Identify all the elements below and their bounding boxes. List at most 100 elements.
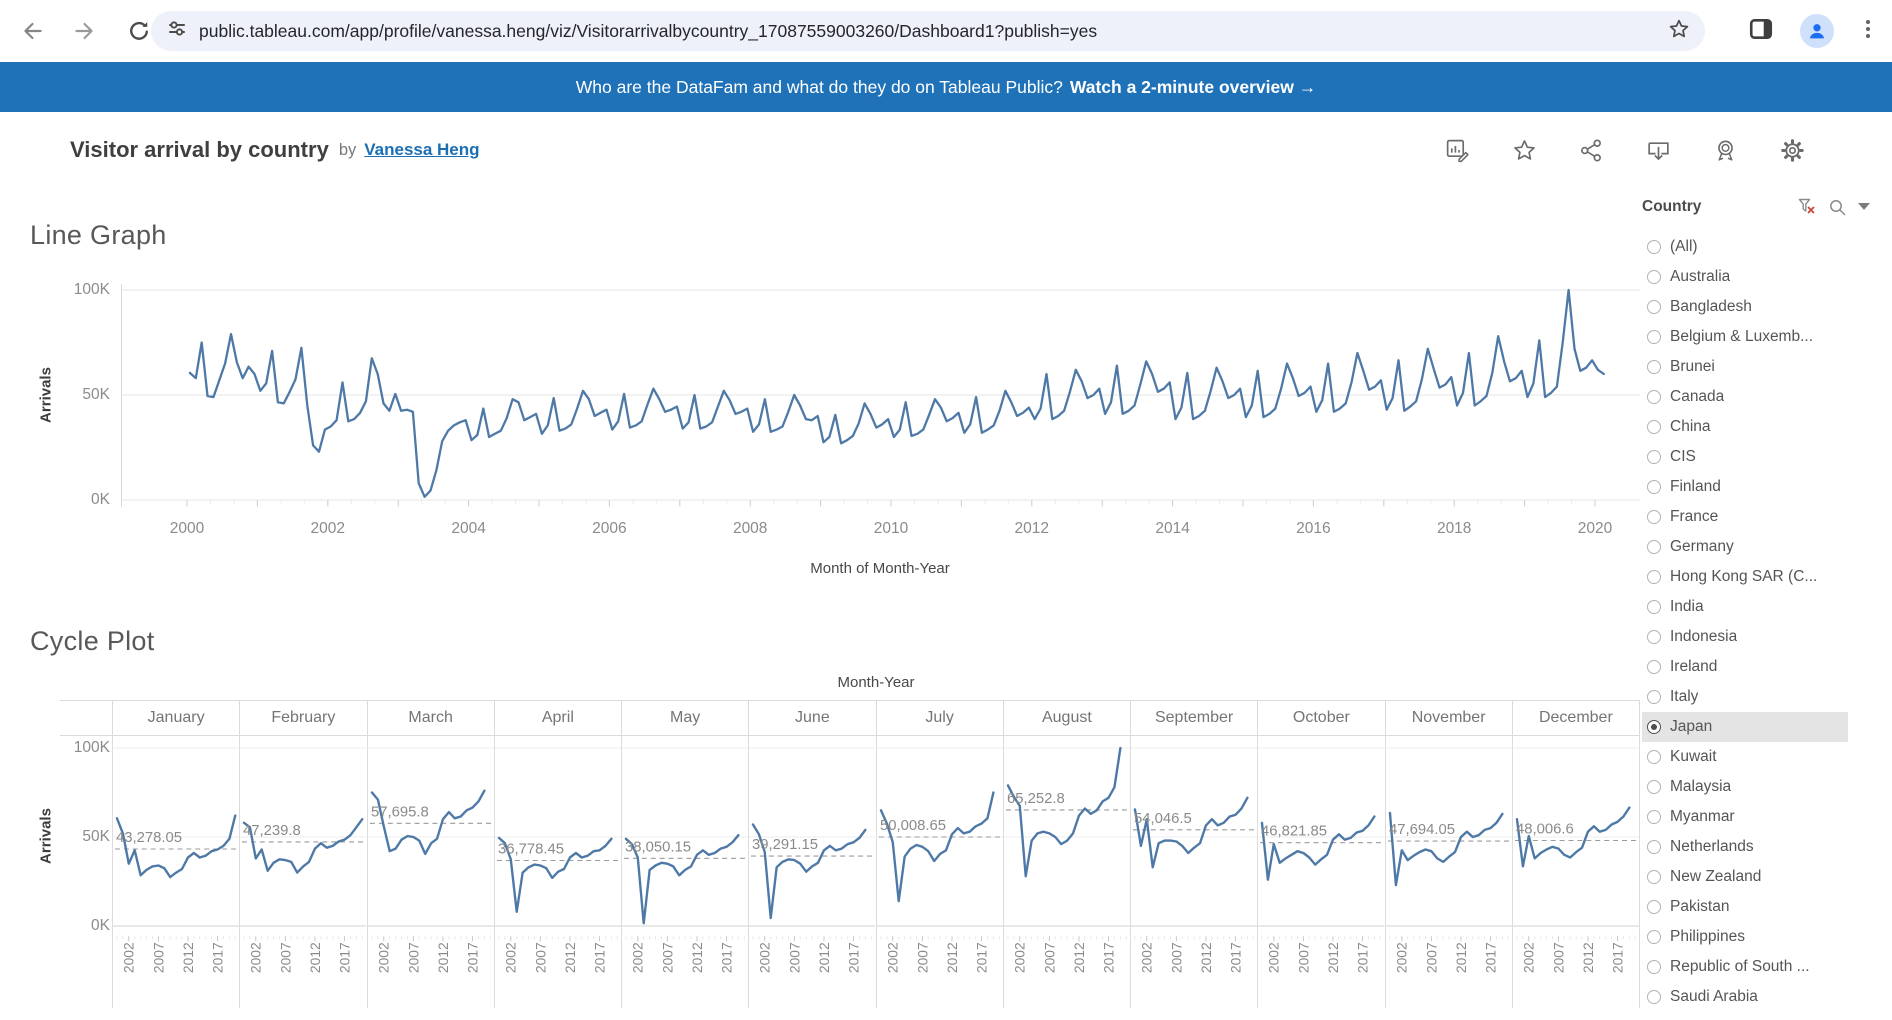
refresh-button[interactable] bbox=[124, 16, 154, 46]
site-settings-icon[interactable] bbox=[167, 19, 187, 44]
radio-button-icon[interactable] bbox=[1647, 270, 1661, 284]
svg-text:2017: 2017 bbox=[973, 942, 989, 973]
radio-button-icon[interactable] bbox=[1647, 510, 1661, 524]
cycle-plot-panel-february[interactable]: 47,239.8 bbox=[239, 736, 367, 936]
cycle-plot-panel-march[interactable]: 57,695.8 bbox=[366, 736, 494, 936]
radio-button-icon[interactable] bbox=[1647, 330, 1661, 344]
radio-button-icon[interactable] bbox=[1647, 990, 1661, 1004]
favorite-star-icon[interactable] bbox=[1511, 137, 1538, 164]
filter-menu-caret-icon[interactable] bbox=[1858, 203, 1870, 211]
bookmark-star-icon[interactable] bbox=[1667, 17, 1691, 46]
filter-option-philippines[interactable]: Philippines bbox=[1642, 922, 1848, 952]
back-button[interactable] bbox=[18, 16, 48, 46]
cycle-plot-month-header: January February March April May June July Augu… bbox=[60, 700, 1640, 736]
radio-button-icon[interactable] bbox=[1647, 570, 1661, 584]
cycle-plot-panel-june[interactable]: 39,291.15 bbox=[748, 736, 876, 936]
filter-option-saudi-arabia[interactable]: Saudi Arabia bbox=[1642, 982, 1848, 1012]
radio-button-icon[interactable] bbox=[1647, 540, 1661, 554]
radio-button-icon[interactable] bbox=[1647, 810, 1661, 824]
cycle-plot-panel-november[interactable]: 47,694.05 bbox=[1384, 736, 1512, 936]
svg-text:38,050.15: 38,050.15 bbox=[625, 838, 691, 855]
radio-button-icon[interactable] bbox=[1647, 240, 1661, 254]
filter-option-indonesia[interactable]: Indonesia bbox=[1642, 622, 1848, 652]
radio-button-icon[interactable] bbox=[1647, 420, 1661, 434]
filter-option-malaysia[interactable]: Malaysia bbox=[1642, 772, 1848, 802]
filter-option-brunei[interactable]: Brunei bbox=[1642, 352, 1848, 382]
cycle-plot-month-label: March bbox=[366, 701, 494, 735]
settings-gear-icon[interactable] bbox=[1779, 137, 1806, 164]
cycle-plot-month-label: December bbox=[1511, 701, 1640, 735]
filter-option-pakistan[interactable]: Pakistan bbox=[1642, 892, 1848, 922]
cycle-plot-panel-may[interactable]: 38,050.15 bbox=[621, 736, 749, 936]
radio-button-icon[interactable] bbox=[1647, 300, 1661, 314]
radio-button-icon[interactable] bbox=[1647, 360, 1661, 374]
cycle-plot-month-label: July bbox=[875, 701, 1003, 735]
cycle-plot-panel-october[interactable]: 46,821.85 bbox=[1257, 736, 1385, 936]
filter-option-france[interactable]: France bbox=[1642, 502, 1848, 532]
radio-button-icon[interactable] bbox=[1647, 750, 1661, 764]
filter-option-netherlands[interactable]: Netherlands bbox=[1642, 832, 1848, 862]
filter-option-finland[interactable]: Finland bbox=[1642, 472, 1848, 502]
radio-button-icon[interactable] bbox=[1647, 960, 1661, 974]
filter-option-ireland[interactable]: Ireland bbox=[1642, 652, 1848, 682]
svg-text:2002: 2002 bbox=[502, 942, 518, 973]
address-bar[interactable]: public.tableau.com/app/profile/vanessa.h… bbox=[151, 11, 1705, 51]
svg-text:2017: 2017 bbox=[464, 942, 480, 973]
cycle-plot-panel-january[interactable]: 43,278.05 bbox=[112, 736, 240, 936]
filter-option--all-[interactable]: (All) bbox=[1642, 232, 1848, 262]
cycle-plot-panel-august[interactable]: 65,252.8 bbox=[1002, 736, 1130, 936]
search-icon[interactable] bbox=[1829, 199, 1846, 216]
filter-option-myanmar[interactable]: Myanmar bbox=[1642, 802, 1848, 832]
filter-option-italy[interactable]: Italy bbox=[1642, 682, 1848, 712]
filter-option-canada[interactable]: Canada bbox=[1642, 382, 1848, 412]
radio-button-icon[interactable] bbox=[1647, 660, 1661, 674]
radio-button-icon[interactable] bbox=[1647, 450, 1661, 464]
radio-button-icon[interactable] bbox=[1647, 600, 1661, 614]
browser-menu-kebab-icon[interactable] bbox=[1858, 16, 1878, 47]
filter-option-india[interactable]: India bbox=[1642, 592, 1848, 622]
radio-button-icon[interactable] bbox=[1647, 930, 1661, 944]
filter-option-belgium-luxemb-[interactable]: Belgium & Luxemb... bbox=[1642, 322, 1848, 352]
filter-option-new-zealand[interactable]: New Zealand bbox=[1642, 862, 1848, 892]
radio-button-icon[interactable] bbox=[1647, 630, 1661, 644]
cycle-plot-month-label: September bbox=[1130, 701, 1257, 735]
cycle-plot-panel-december[interactable]: 48,006.6 bbox=[1511, 736, 1640, 936]
radio-button-icon[interactable] bbox=[1647, 780, 1661, 794]
clear-filter-icon[interactable] bbox=[1798, 198, 1817, 216]
filter-option-hong-kong-sar-c-[interactable]: Hong Kong SAR (C... bbox=[1642, 562, 1848, 592]
radio-button-icon[interactable] bbox=[1647, 840, 1661, 854]
filter-option-japan[interactable]: Japan bbox=[1642, 712, 1848, 742]
filter-option-kuwait[interactable]: Kuwait bbox=[1642, 742, 1848, 772]
filter-option-germany[interactable]: Germany bbox=[1642, 532, 1848, 562]
radio-button-icon[interactable] bbox=[1647, 690, 1661, 704]
award-badge-icon[interactable] bbox=[1712, 137, 1739, 164]
cycle-plot-panel-september[interactable]: 54,046.5 bbox=[1130, 736, 1258, 936]
filter-option-label: Canada bbox=[1670, 388, 1725, 405]
url-text[interactable]: public.tableau.com/app/profile/vanessa.h… bbox=[199, 20, 1098, 41]
side-panel-icon[interactable] bbox=[1748, 16, 1774, 47]
banner-cta-link[interactable]: Watch a 2-minute overview → bbox=[1069, 76, 1317, 97]
filter-option-australia[interactable]: Australia bbox=[1642, 262, 1848, 292]
line-graph-plot[interactable] bbox=[121, 278, 1640, 517]
radio-button-icon[interactable] bbox=[1647, 720, 1661, 734]
filter-option-china[interactable]: China bbox=[1642, 412, 1848, 442]
filter-option-label: Brunei bbox=[1670, 358, 1715, 375]
download-icon[interactable] bbox=[1645, 137, 1672, 164]
share-icon[interactable] bbox=[1578, 137, 1605, 164]
cycle-plot-month-label: February bbox=[239, 701, 366, 735]
radio-button-icon[interactable] bbox=[1647, 870, 1661, 884]
forward-button[interactable] bbox=[69, 16, 99, 46]
profile-avatar[interactable] bbox=[1800, 14, 1834, 48]
make-a-copy-icon[interactable] bbox=[1444, 137, 1471, 164]
cycle-plot-panel-april[interactable]: 36,778.45 bbox=[493, 736, 621, 936]
filter-option-bangladesh[interactable]: Bangladesh bbox=[1642, 292, 1848, 322]
filter-option-republic-of-south-[interactable]: Republic of South ... bbox=[1642, 952, 1848, 982]
cycle-plot-panel-july[interactable]: 50,008.65 bbox=[875, 736, 1003, 936]
author-link[interactable]: Vanessa Heng bbox=[364, 140, 480, 159]
cycle-plot-panels[interactable]: 43,278.05 47,239.8 57,695.8 36,778.45 38,050… bbox=[112, 736, 1640, 936]
radio-button-icon[interactable] bbox=[1647, 900, 1661, 914]
svg-text:2002: 2002 bbox=[757, 942, 773, 973]
radio-button-icon[interactable] bbox=[1647, 390, 1661, 404]
radio-button-icon[interactable] bbox=[1647, 480, 1661, 494]
filter-option-cis[interactable]: CIS bbox=[1642, 442, 1848, 472]
